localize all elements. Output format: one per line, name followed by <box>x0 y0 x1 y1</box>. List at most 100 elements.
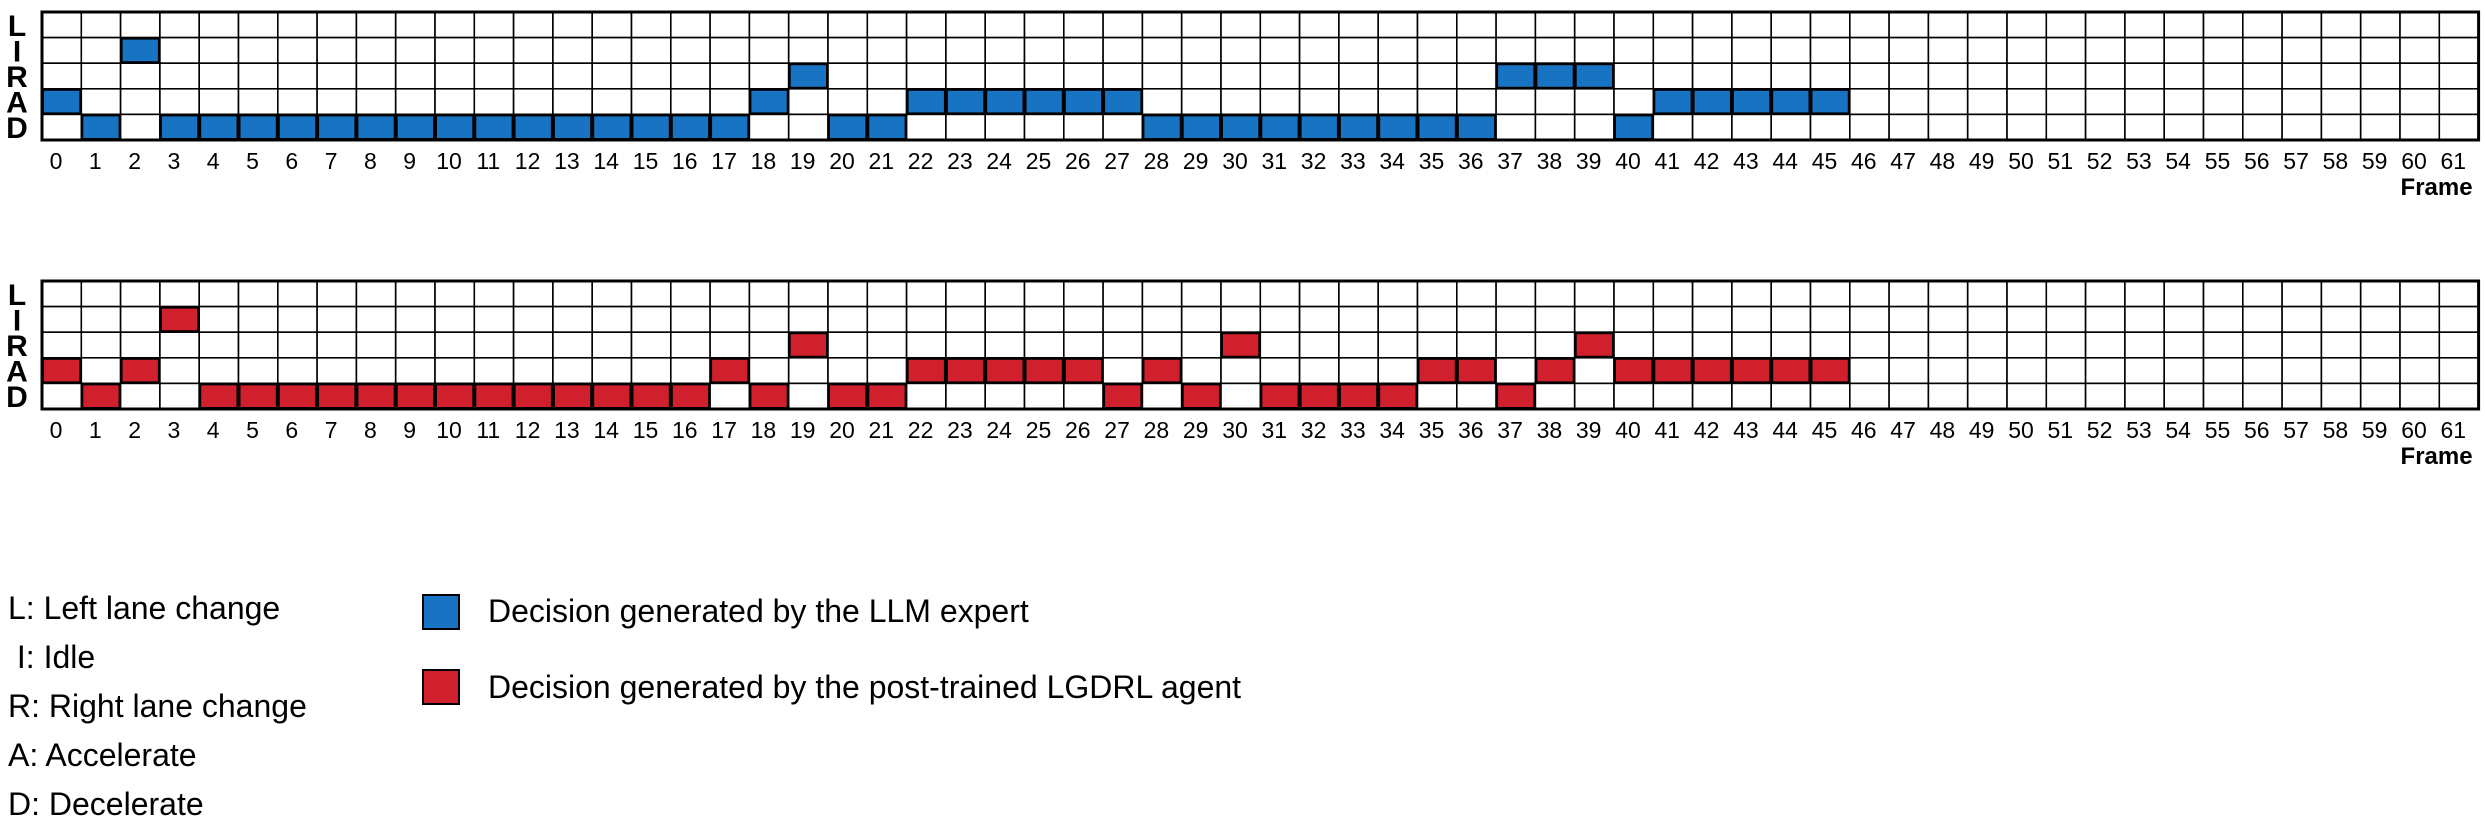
x-tick-label: 49 <box>1969 148 1995 174</box>
grid-cell <box>1888 36 1930 64</box>
decision-cell-frame-7-d <box>317 114 357 141</box>
grid-cell <box>1573 305 1615 334</box>
grid-cell <box>1338 88 1380 116</box>
x-tick-label: 24 <box>986 417 1012 443</box>
grid-cell <box>2202 36 2244 64</box>
x-tick-label: 29 <box>1183 417 1209 443</box>
x-tick-label: 8 <box>364 417 377 443</box>
x-tick-label: 42 <box>1694 417 1720 443</box>
grid-cell <box>2281 331 2323 359</box>
grid-cell <box>1613 280 1655 308</box>
grid-cell <box>1456 331 1497 359</box>
grid-cell <box>1534 11 1576 39</box>
decision-cell-frame-43-a <box>1731 88 1772 115</box>
grid-cell <box>512 356 554 385</box>
grid-cell <box>237 11 279 39</box>
x-tick-label: 26 <box>1065 148 1091 174</box>
grid-cell <box>591 356 633 385</box>
grid-cell <box>1927 382 1969 410</box>
grid-cell <box>1063 62 1104 90</box>
grid-cell <box>709 62 751 90</box>
grid-cell <box>2045 331 2087 359</box>
x-tick-label: 31 <box>1262 417 1288 443</box>
x-tick-label: 43 <box>1733 417 1759 443</box>
grid-cell <box>1298 305 1340 334</box>
grid-cell <box>945 11 987 39</box>
decision-cell-frame-22-a <box>906 357 946 384</box>
x-tick-label: 51 <box>2048 417 2074 443</box>
grid-cell <box>276 88 318 116</box>
grid-cell <box>591 62 633 90</box>
decision-cell-frame-18-a <box>749 88 789 115</box>
grid-cell <box>355 11 397 39</box>
grid-cell <box>1966 305 2008 334</box>
x-tick-label: 41 <box>1655 148 1681 174</box>
decision-cell-frame-44-a <box>1771 88 1811 115</box>
grid-cell <box>434 62 476 90</box>
x-tick-label: 45 <box>1812 417 1838 443</box>
grid-cell <box>787 382 829 410</box>
decision-cell-frame-9-d <box>395 114 436 141</box>
x-tick-label: 27 <box>1104 417 1130 443</box>
grid-cell <box>355 88 397 116</box>
grid-cell <box>473 88 515 116</box>
grid-cell <box>1102 62 1144 90</box>
grid-cell <box>1416 305 1458 334</box>
decision-cell-frame-16-d <box>670 114 711 141</box>
x-tick-label: 29 <box>1183 148 1209 174</box>
grid-cell <box>1731 382 1773 410</box>
grid-cell <box>630 36 672 64</box>
grid-cell <box>984 382 1026 410</box>
grid-cell <box>2045 36 2087 64</box>
grid-cell <box>394 36 436 64</box>
grid-cell <box>945 382 987 410</box>
grid-cell <box>1573 36 1615 64</box>
grid-cell <box>2084 280 2126 308</box>
x-tick-label: 40 <box>1615 417 1641 443</box>
grid-cell <box>394 11 436 39</box>
grid-cell <box>2399 305 2441 334</box>
grid-cell <box>159 36 200 64</box>
x-tick-label: 5 <box>246 148 259 174</box>
grid-cell <box>630 88 672 116</box>
grid-cell <box>2084 11 2126 39</box>
grid-cell <box>1573 11 1615 39</box>
grid-cell <box>1770 11 1812 39</box>
grid-cell <box>630 280 672 308</box>
grid-cell <box>591 11 633 39</box>
grid-cell <box>2281 11 2323 39</box>
x-tick-label: 21 <box>869 148 895 174</box>
grid-cell <box>2084 62 2126 90</box>
grid-cell <box>1298 62 1340 90</box>
grid-cell <box>394 356 436 385</box>
grid-cell <box>866 305 908 334</box>
decision-cell-frame-0-a <box>42 357 82 384</box>
grid-cell <box>748 36 790 64</box>
decision-cell-frame-31-d <box>1260 114 1300 141</box>
grid-cell <box>1220 382 1262 410</box>
x-tick-label: 38 <box>1537 417 1563 443</box>
grid-cell <box>2281 113 2323 141</box>
grid-cell <box>866 11 908 39</box>
x-tick-label: 11 <box>476 148 500 174</box>
decision-cell-frame-9-d <box>395 383 436 409</box>
grid-cell <box>1691 331 1733 359</box>
grid-cell <box>1927 11 1969 39</box>
grid-cell <box>748 356 790 385</box>
decision-cell-frame-42-a <box>1692 88 1732 115</box>
grid-cell <box>552 280 594 308</box>
row-label-d: D <box>6 112 28 145</box>
grid-cell <box>1770 331 1812 359</box>
grid-cell <box>2359 113 2401 141</box>
grid-cell <box>80 88 122 116</box>
grid-cell <box>1888 11 1930 39</box>
grid-cell <box>1573 280 1615 308</box>
grid-cell <box>2006 280 2048 308</box>
grid-cell <box>1809 305 1851 334</box>
grid-cell <box>591 36 633 64</box>
grid-cell <box>2124 280 2165 308</box>
grid-cell <box>1180 36 1222 64</box>
x-tick-label: 37 <box>1497 417 1523 443</box>
grid-cell <box>434 305 476 334</box>
grid-cell <box>1731 11 1773 39</box>
